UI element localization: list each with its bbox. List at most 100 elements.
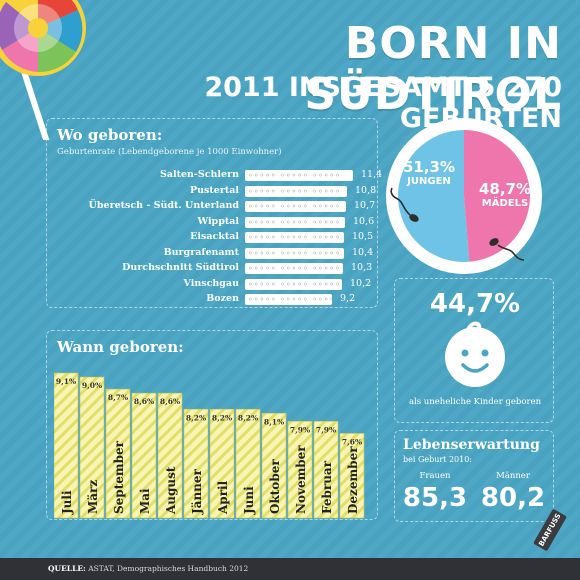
lollipop-icon <box>0 0 86 140</box>
birth-month-chart: 9,1% Juli 9,0% März 8,7% September 8,6% Mai 8,6%… <box>54 372 365 519</box>
rate-label: Pustertal <box>190 184 239 196</box>
boys-label: 51,3% JUNGEN <box>400 158 458 187</box>
women-label: Frauen <box>419 471 451 481</box>
rate-label: Salten-Schlern <box>159 169 239 180</box>
rate-row: Eisacktal ◦◦◦◦◦ ◦◦◦◦◦ ◦◦◦◦◦ 10,5 <box>47 229 377 245</box>
rate-label: Überetsch - Südt. Unterland <box>88 200 239 211</box>
rate-value: 10,2 <box>350 277 372 289</box>
month-tick-label: Oktober <box>268 459 282 514</box>
rate-label: Burgrafenamt <box>163 246 239 258</box>
month-value-label: 8,6% <box>160 397 180 406</box>
life-expectancy-panel: Lebenserwartung bei Geburt 2010: Frauen … <box>394 430 554 522</box>
rate-value: 10,5 <box>352 231 374 242</box>
month-value-label: 9,0% <box>82 381 102 390</box>
gender-pie-chart <box>386 118 542 274</box>
rate-bar: ◦◦◦◦◦ ◦◦◦◦◦ ◦◦◦◦◦ <box>245 201 346 212</box>
rate-label: Durchschnitt Südtirol <box>122 262 239 273</box>
rate-bar: ◦◦◦◦◦ ◦◦◦◦◦ ◦◦◦◦◦ <box>245 170 353 181</box>
rate-row: Vinschgau ◦◦◦◦◦ ◦◦◦◦◦ ◦◦◦◦◦ 10,2 <box>47 276 377 292</box>
life-men: Männer 80,2 <box>477 471 549 513</box>
men-label: Männer <box>496 471 530 481</box>
month-bar <box>105 388 131 519</box>
month-tick-label: Mai <box>138 488 152 514</box>
illegitimate-panel: 44,7% als uneheliche Kinder geboren <box>394 278 554 423</box>
boys-pct: 51,3% <box>402 158 456 176</box>
month-value-label: 7,6% <box>342 437 362 446</box>
girls-text: MÄDELS <box>481 198 529 209</box>
boys-text: JUNGEN <box>407 176 451 187</box>
rate-value: 10,7 <box>354 200 376 211</box>
month-bar <box>235 408 261 519</box>
girls-pct: 48,7% <box>478 180 532 198</box>
month-bar <box>339 433 365 519</box>
month-tick-label: Dezember <box>346 446 360 514</box>
month-value-label: 8,2% <box>186 413 206 422</box>
life-women: Frauen 85,3 <box>399 471 471 513</box>
rate-row: Wipptal ◦◦◦◦◦ ◦◦◦◦◦ ◦◦◦◦◦ 10,6 <box>47 214 377 230</box>
rate-row: Salten-Schlern ◦◦◦◦◦ ◦◦◦◦◦ ◦◦◦◦◦ 11,4 <box>47 167 382 183</box>
month-tick-label: September <box>112 440 126 514</box>
month-bar <box>79 376 105 519</box>
rate-bar: ◦◦◦◦◦ ◦◦◦◦◦ ◦◦◦◦◦ <box>245 216 345 228</box>
month-bar <box>209 408 235 519</box>
rate-row: Überetsch - Südt. Unterland ◦◦◦◦◦ ◦◦◦◦◦ ◦… <box>47 198 377 214</box>
illegitimate-pct: 44,7% <box>429 289 521 319</box>
baby-face-icon <box>445 321 505 387</box>
month-bar <box>287 421 313 519</box>
month-value-label: 8,2% <box>212 413 232 422</box>
month-tick-label: Jänner <box>190 468 204 515</box>
birth-rate-panel: Wo geboren: Geburtenrate (Lebendgeborene… <box>46 118 382 308</box>
source-label: QUELLE: <box>48 564 86 573</box>
rate-row: Bozen ◦◦◦◦◦ ◦◦◦◦◦ ◦◦◦◦◦ 9,2 <box>47 291 377 307</box>
girls-label: 48,7% MÄDELS <box>468 180 542 209</box>
month-tick-label: August <box>164 466 178 515</box>
women-value: 85,3 <box>402 483 468 513</box>
rate-bar: ◦◦◦◦◦ ◦◦◦◦◦ ◦◦◦◦◦ <box>245 278 342 290</box>
rate-label: Eisacktal <box>190 231 239 242</box>
life-title: Lebenserwartung <box>403 437 540 453</box>
month-bar <box>54 372 79 519</box>
rate-label: Wipptal <box>197 215 239 227</box>
men-value: 80,2 <box>480 483 546 513</box>
rate-value: 9,2 <box>340 293 356 304</box>
illegitimate-text: als uneheliche Kinder geboren <box>408 397 542 407</box>
sperm-icon <box>489 238 525 261</box>
month-value-label: 9,1% <box>56 377 76 386</box>
source-text: ASTAT, Demographisches Handbuch 2012 <box>88 564 249 573</box>
month-tick-label: April <box>216 480 230 515</box>
sperm-icon <box>390 187 419 222</box>
birth-month-title: Wann geboren: <box>57 338 184 356</box>
month-bar <box>131 392 157 519</box>
pie-slice-girls <box>464 130 531 262</box>
footer-bar: QUELLE: ASTAT, Demographisches Handbuch … <box>0 558 580 580</box>
rate-value: 10,6 <box>353 215 375 227</box>
source-note: QUELLE: ASTAT, Demographisches Handbuch … <box>48 564 248 573</box>
rate-value: 10,4 <box>352 246 374 258</box>
month-value-label: 8,7% <box>108 393 128 402</box>
rate-bar: ◦◦◦◦◦ ◦◦◦◦◦ ◦◦◦◦◦ <box>245 185 347 197</box>
rate-bar: ◦◦◦◦◦ ◦◦◦◦◦ ◦◦◦◦◦ <box>245 263 343 274</box>
pie-slice-boys <box>398 130 470 262</box>
month-tick-label: Juni <box>242 486 256 515</box>
rate-value: 10,3 <box>351 262 373 273</box>
rate-value: 10,8 <box>355 184 377 196</box>
month-bar <box>313 421 339 519</box>
page-title: BORN IN SÜDTIROL <box>304 18 562 120</box>
month-bar <box>261 412 287 519</box>
rate-row: Pustertal ◦◦◦◦◦ ◦◦◦◦◦ ◦◦◦◦◦ 10,8 <box>47 183 377 199</box>
rate-bar: ◦◦◦◦◦ ◦◦◦◦◦ ◦◦◦◦◦ <box>245 247 344 259</box>
month-tick-label: März <box>86 480 100 514</box>
rate-label: Vinschgau <box>183 277 239 289</box>
month-bar <box>183 408 209 519</box>
month-value-label: 8,6% <box>134 397 154 406</box>
month-value-label: 8,1% <box>264 417 284 426</box>
rate-row: Durchschnitt Südtirol ◦◦◦◦◦ ◦◦◦◦◦ ◦◦◦◦◦ 10… <box>47 260 377 276</box>
life-subtitle: bei Geburt 2010: <box>403 455 472 464</box>
rate-value: 11,4 <box>361 169 383 180</box>
birth-month-panel: Wann geboren: <box>46 330 378 520</box>
birth-rate-title: Wo geboren: <box>57 126 163 144</box>
month-tick-label: November <box>294 445 308 514</box>
rate-label: Bozen <box>206 293 239 304</box>
birth-rate-subtitle: Geburtenrate (Lebendgeborene je 1000 Ein… <box>57 147 282 157</box>
month-tick-label: Februar <box>320 460 334 514</box>
